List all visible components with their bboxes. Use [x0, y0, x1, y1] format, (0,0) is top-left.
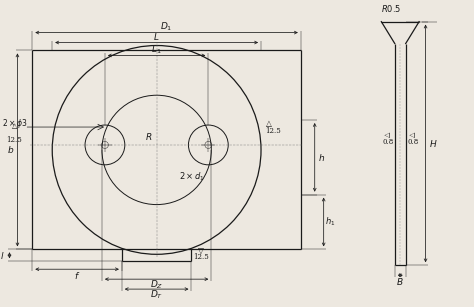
Text: $h$: $h$ — [318, 152, 325, 163]
Text: $B$: $B$ — [396, 276, 404, 287]
Text: $H$: $H$ — [429, 138, 438, 149]
Text: $L_1$: $L_1$ — [151, 43, 162, 56]
Text: $\triangle$: $\triangle$ — [383, 130, 393, 139]
Text: $f$: $f$ — [74, 270, 80, 281]
Text: $b$: $b$ — [7, 144, 14, 155]
Text: $L$: $L$ — [154, 31, 160, 42]
Text: 0.8: 0.8 — [382, 138, 393, 146]
Text: $D_1$: $D_1$ — [160, 20, 173, 33]
Text: $\triangle$: $\triangle$ — [264, 118, 273, 129]
Text: $R$: $R$ — [145, 131, 152, 142]
Text: $2\times\phi3$: $2\times\phi3$ — [2, 117, 27, 130]
Text: $l$: $l$ — [0, 250, 5, 261]
Text: $R0.5$: $R0.5$ — [381, 3, 401, 14]
Text: $\triangle$: $\triangle$ — [408, 130, 418, 139]
Text: $\bigtriangledown$: $\bigtriangledown$ — [198, 246, 205, 256]
Text: $D_T$: $D_T$ — [150, 289, 163, 301]
Text: $2\times d_1$: $2\times d_1$ — [179, 171, 205, 183]
Text: 12.5: 12.5 — [265, 127, 281, 135]
Text: $h_1$: $h_1$ — [326, 216, 336, 228]
Text: 12.5: 12.5 — [193, 253, 209, 261]
Text: 12.5: 12.5 — [7, 136, 22, 144]
Text: $\triangle$: $\triangle$ — [10, 121, 19, 131]
Text: 0.8: 0.8 — [407, 138, 418, 146]
Text: $D_Z$: $D_Z$ — [150, 279, 164, 291]
